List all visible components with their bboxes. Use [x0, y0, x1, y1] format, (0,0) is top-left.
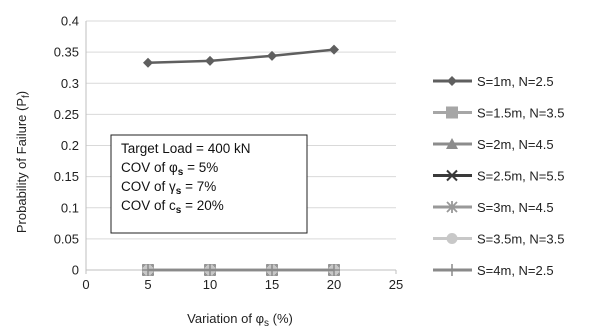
- annotation-line-1: Target Load = 400 kN: [121, 141, 250, 156]
- annotation-line-2: COV of φs = 5%: [121, 160, 218, 178]
- x-tick-labels: 0 5 10 15 20 25: [82, 277, 403, 292]
- annotation-line-4: COV of cs = 20%: [121, 198, 224, 216]
- y-tick-labels: 0 0.05 0.1 0.15 0.2 0.25 0.3 0.35 0.4: [54, 14, 79, 278]
- series-diamond: [143, 44, 339, 68]
- legend-label: S=2.5m, N=5.5: [477, 169, 564, 184]
- y-axis-title-sub: f: [21, 95, 32, 98]
- legend-entry: S=4m, N=2.5: [433, 263, 554, 278]
- data-point-diamond-marker: [447, 76, 457, 86]
- annotation-line-3: COV of γs = 7%: [121, 179, 216, 197]
- data-point-circle-marker: [446, 233, 458, 244]
- data-point-diamond-marker: [205, 55, 215, 66]
- data-point-diamond-marker: [267, 50, 277, 61]
- y-tick-label: 0: [72, 263, 79, 278]
- x-tick-label: 15: [265, 277, 279, 292]
- y-tick-label: 0.4: [61, 14, 79, 29]
- y-axis-title-end: ): [14, 91, 29, 95]
- legend-entry: S=3.5m, N=3.5: [433, 232, 564, 247]
- legend-label: S=2m, N=4.5: [477, 137, 554, 152]
- series-plus: [142, 264, 340, 276]
- x-axis-title: Variation of φs (%): [187, 311, 293, 326]
- x-axis-title-main: Variation of φ: [187, 311, 264, 326]
- legend-entry: S=1.5m, N=3.5: [433, 106, 564, 121]
- data-point-star-marker: [446, 201, 458, 213]
- y-tick-label: 0.15: [54, 169, 79, 184]
- y-tick-label: 0.05: [54, 231, 79, 246]
- annotation-box: Target Load = 400 kN COV of φs = 5% COV …: [110, 134, 308, 234]
- y-tick-label: 0.35: [54, 45, 79, 60]
- legend-entry: S=2.5m, N=5.5: [433, 169, 564, 184]
- x-tick-label: 0: [82, 277, 89, 292]
- legend-label: S=3.5m, N=3.5: [477, 232, 564, 247]
- data-point-plus-marker: [328, 264, 340, 276]
- data-point-plus-marker: [266, 264, 278, 276]
- data-point-triangle-marker: [446, 138, 458, 149]
- x-axis-title-unit: (%): [269, 311, 293, 326]
- x-tick-label: 5: [144, 277, 151, 292]
- y-axis-title-main: Probability of Failure (P: [14, 98, 29, 233]
- series-line: [147, 48, 335, 64]
- y-tick-label: 0.25: [54, 107, 79, 122]
- data-point-plus-marker: [446, 264, 458, 276]
- series-lines: [142, 44, 340, 276]
- data-point-square-marker: [446, 106, 458, 119]
- y-axis-title: Probability of Failure (Pf): [14, 91, 32, 233]
- legend-entry: S=1m, N=2.5: [433, 74, 554, 89]
- y-tick-label: 0.1: [61, 200, 79, 215]
- x-axis-title-sub: s: [264, 318, 269, 326]
- data-point-plus-marker: [204, 264, 216, 276]
- legend: S=1m, N=2.5 S=1.5m, N=3.5 S=2m, N=4.5 S=2.5…: [433, 74, 564, 278]
- x-tick-label: 20: [327, 277, 341, 292]
- data-point-diamond-marker: [329, 44, 339, 55]
- x-tick-label: 25: [389, 277, 403, 292]
- legend-label: S=1.5m, N=3.5: [477, 106, 564, 121]
- y-tick-label: 0.2: [61, 138, 79, 153]
- x-tick-label: 10: [203, 277, 217, 292]
- data-point-x-marker: [446, 169, 458, 182]
- data-point-diamond-marker: [143, 57, 153, 68]
- y-tick-label: 0.3: [61, 76, 79, 91]
- legend-label: S=4m, N=2.5: [477, 263, 554, 278]
- legend-label: S=1m, N=2.5: [477, 74, 554, 89]
- legend-label: S=3m, N=4.5: [477, 200, 554, 215]
- legend-entry: S=2m, N=4.5: [433, 137, 554, 152]
- data-point-plus-marker: [142, 264, 154, 276]
- legend-entry: S=3m, N=4.5: [433, 200, 554, 215]
